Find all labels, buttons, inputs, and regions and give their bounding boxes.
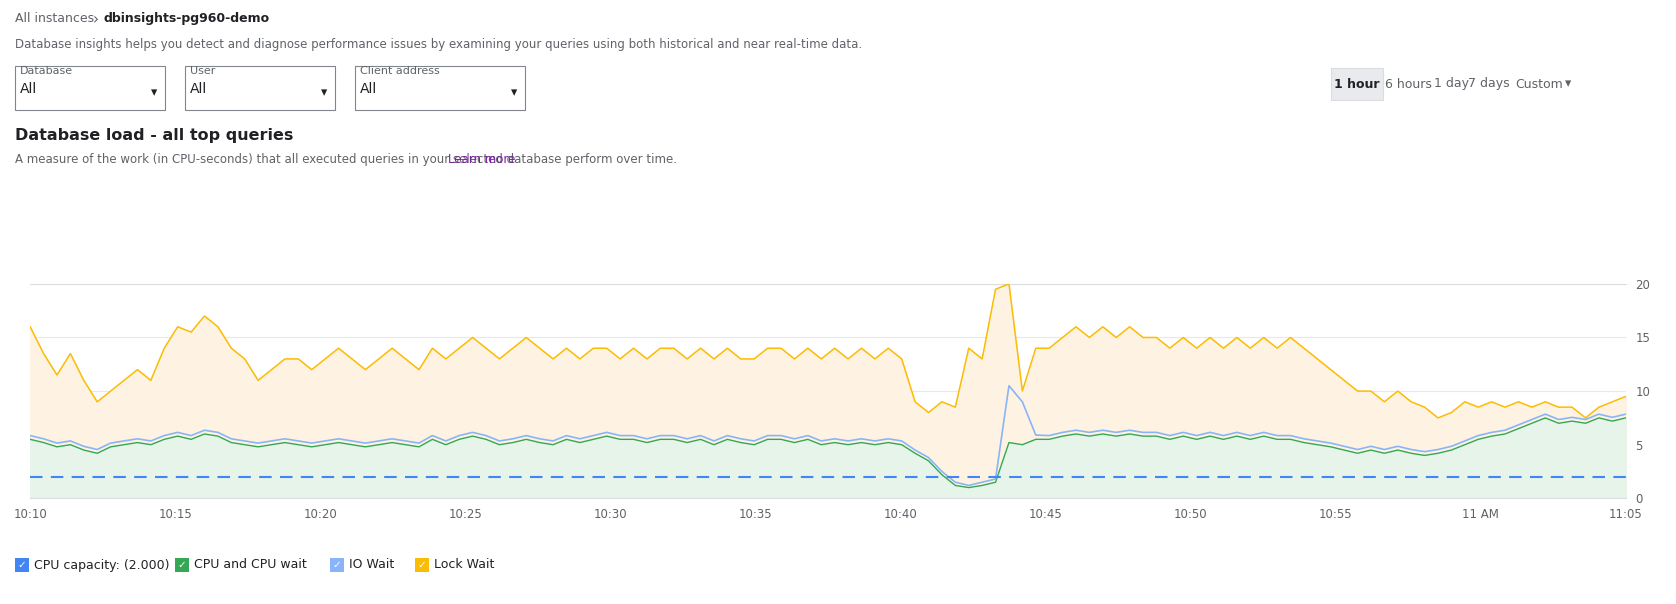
Text: Database insights helps you detect and diagnose performance issues by examining : Database insights helps you detect and d… [15,38,861,51]
Text: 7 days: 7 days [1468,77,1510,91]
Text: CPU capacity: (2.000): CPU capacity: (2.000) [34,559,169,571]
Text: Database: Database [20,66,74,76]
Text: All: All [360,82,377,96]
Text: All instances: All instances [15,12,94,25]
Text: 6 hours: 6 hours [1384,77,1431,91]
Text: A measure of the work (in CPU-seconds) that all executed queries in your selecte: A measure of the work (in CPU-seconds) t… [15,153,680,166]
Text: IO Wait: IO Wait [349,559,394,571]
Text: ✓: ✓ [332,560,340,570]
Text: All: All [189,82,208,96]
Text: Learn more: Learn more [447,153,516,166]
Text: ✓: ✓ [417,560,426,570]
Text: ▾: ▾ [322,86,327,99]
Text: ▾: ▾ [151,86,158,99]
Text: All: All [20,82,37,96]
Text: ▾: ▾ [511,86,518,99]
Text: ›: › [92,12,99,27]
Text: ▾: ▾ [1565,77,1572,91]
Text: ✓: ✓ [17,560,25,570]
Text: dbinsights-pg960-demo: dbinsights-pg960-demo [102,12,270,25]
Text: User: User [189,66,216,76]
Text: Lock Wait: Lock Wait [434,559,494,571]
Text: Database load - all top queries: Database load - all top queries [15,128,293,143]
Text: 1 day: 1 day [1435,77,1468,91]
Text: Custom: Custom [1515,77,1562,91]
Text: 1 hour: 1 hour [1334,77,1379,91]
Text: CPU and CPU wait: CPU and CPU wait [194,559,307,571]
Text: ✓: ✓ [178,560,186,570]
Text: Client address: Client address [360,66,439,76]
